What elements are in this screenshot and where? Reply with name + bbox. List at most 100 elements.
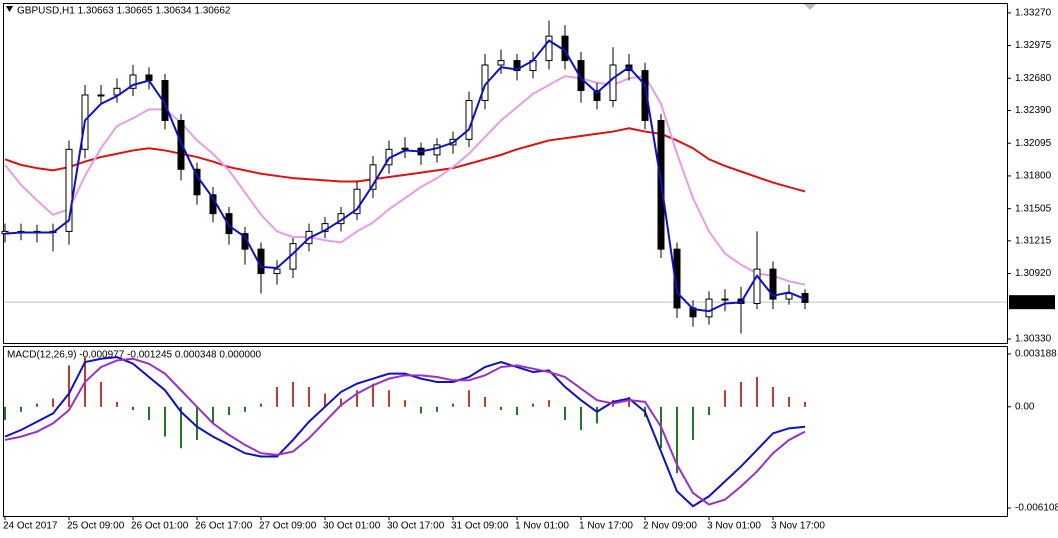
y-tick-label: 1.31505 bbox=[1015, 203, 1052, 214]
histogram-bar bbox=[36, 403, 38, 407]
histogram-bar bbox=[484, 396, 486, 407]
histogram-bar bbox=[772, 386, 774, 407]
histogram-bar bbox=[4, 406, 6, 421]
x-tick-label: 30 Oct 17:00 bbox=[387, 521, 445, 532]
histogram-bar bbox=[692, 406, 694, 440]
y-tick-label: 0.003188 bbox=[1015, 349, 1057, 360]
candle-body bbox=[465, 100, 473, 140]
histogram-bar bbox=[228, 406, 230, 416]
histogram-bar bbox=[516, 406, 518, 416]
candle-body bbox=[401, 147, 409, 150]
candle-body bbox=[193, 168, 201, 196]
indicator-line bbox=[4, 75, 806, 286]
x-tick-label: 25 Oct 09:00 bbox=[67, 521, 125, 532]
last-price-box bbox=[1009, 295, 1055, 310]
menu-arrow bbox=[6, 6, 13, 12]
x-tick-label: 31 Oct 09:00 bbox=[451, 521, 509, 532]
histogram-bar bbox=[580, 406, 582, 431]
histogram-bar bbox=[340, 398, 342, 407]
histogram-bar bbox=[260, 403, 262, 407]
candle-body bbox=[273, 268, 281, 275]
histogram-bar bbox=[532, 403, 534, 407]
histogram-bar bbox=[324, 393, 326, 407]
last-price-label: 1.30662 bbox=[1015, 297, 1052, 308]
histogram-bar bbox=[68, 365, 70, 407]
indicator-line bbox=[4, 357, 806, 506]
y-tick-label: 1.31215 bbox=[1015, 235, 1052, 246]
y-tick-label: 1.32975 bbox=[1015, 40, 1052, 51]
histogram-bar bbox=[388, 390, 390, 407]
candle-body bbox=[577, 60, 585, 92]
histogram-bar bbox=[116, 401, 118, 407]
y-tick-label: 1.32680 bbox=[1015, 73, 1052, 84]
candle-body bbox=[641, 70, 649, 121]
x-tick-label: 26 Oct 17:00 bbox=[195, 521, 253, 532]
histogram-bar bbox=[596, 406, 598, 424]
candle-body bbox=[513, 60, 521, 72]
x-tick-label: 3 Nov 01:00 bbox=[707, 521, 761, 532]
histogram-bar bbox=[292, 381, 294, 407]
x-tick-label: 3 Nov 17:00 bbox=[771, 521, 825, 532]
histogram-bar bbox=[276, 386, 278, 407]
y-tick-label: 1.30330 bbox=[1015, 334, 1052, 345]
histogram-bar bbox=[436, 406, 438, 412]
histogram-bar bbox=[468, 390, 470, 407]
candle-body bbox=[497, 60, 505, 66]
histogram-bar bbox=[564, 406, 566, 421]
y-tick-label: 1.31800 bbox=[1015, 171, 1052, 182]
histogram-bar bbox=[740, 381, 742, 407]
histogram-bar bbox=[308, 386, 310, 407]
y-tick-label: 1.33270 bbox=[1015, 8, 1052, 19]
histogram-bar bbox=[52, 398, 54, 407]
histogram-bar bbox=[132, 406, 134, 411]
y-tick-label: -0.006108 bbox=[1015, 503, 1058, 514]
histogram-bar bbox=[100, 381, 102, 407]
histogram-bar bbox=[164, 406, 166, 437]
candle-body bbox=[65, 148, 73, 232]
histogram-bar bbox=[708, 406, 710, 416]
histogram-bar bbox=[676, 406, 678, 474]
candle-body bbox=[353, 188, 361, 215]
candle-body bbox=[769, 268, 777, 300]
y-tick-label: 0.00 bbox=[1015, 401, 1035, 412]
histogram-bar bbox=[180, 406, 182, 449]
x-tick-label: 1 Nov 17:00 bbox=[579, 521, 633, 532]
candle-body bbox=[753, 268, 761, 305]
x-tick-label: 30 Oct 01:00 bbox=[323, 521, 381, 532]
y-tick-label: 1.30920 bbox=[1015, 268, 1052, 279]
shift-marker bbox=[804, 4, 816, 10]
histogram-bar bbox=[212, 406, 214, 424]
x-tick-label: 24 Oct 2017 bbox=[3, 521, 58, 532]
histogram-bar bbox=[788, 396, 790, 407]
indicator-line bbox=[4, 39, 806, 313]
histogram-bar bbox=[452, 403, 454, 407]
histogram-bar bbox=[724, 390, 726, 407]
histogram-bar bbox=[244, 406, 246, 412]
candle-body bbox=[225, 213, 233, 235]
y-tick-label: 1.32390 bbox=[1015, 105, 1052, 116]
histogram-bar bbox=[404, 400, 406, 407]
candle-body bbox=[97, 94, 105, 97]
price-panel bbox=[3, 3, 1008, 344]
candle-body bbox=[609, 64, 617, 102]
histogram-bar bbox=[196, 406, 198, 440]
histogram-bar bbox=[20, 406, 22, 412]
candle-body bbox=[785, 293, 793, 300]
histogram-bar bbox=[756, 376, 758, 407]
macd-panel bbox=[3, 346, 1008, 517]
x-tick-label: 26 Oct 01:00 bbox=[131, 521, 189, 532]
candle-body bbox=[593, 90, 601, 102]
candle-body bbox=[721, 298, 729, 301]
histogram-bar bbox=[420, 406, 422, 414]
macd-title: MACD(12,26,9) -0.000977 -0.001245 0.0003… bbox=[7, 350, 262, 361]
candle-body bbox=[705, 298, 713, 318]
histogram-bar bbox=[548, 400, 550, 407]
price-title: GBPUSD,H1 1.30663 1.30665 1.30634 1.3066… bbox=[17, 6, 231, 17]
y-tick-label: 1.32095 bbox=[1015, 138, 1052, 149]
x-tick-label: 27 Oct 09:00 bbox=[259, 521, 317, 532]
histogram-bar bbox=[804, 401, 806, 407]
candle-body bbox=[545, 35, 553, 62]
candle-body bbox=[433, 144, 441, 156]
